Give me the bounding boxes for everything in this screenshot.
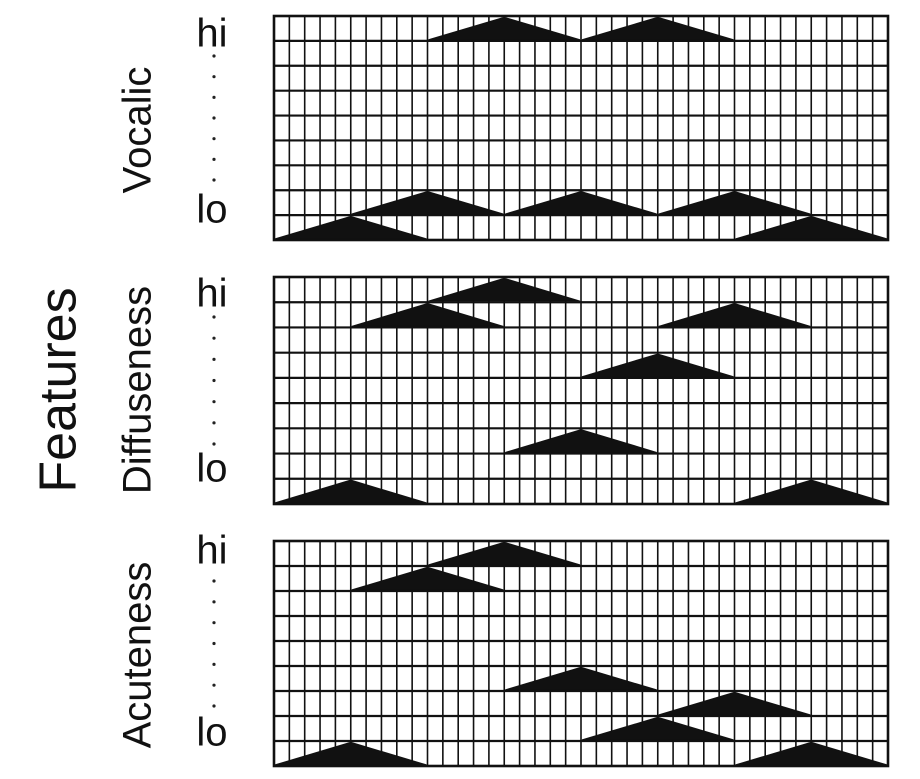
panel-acuteness-grid <box>272 539 890 768</box>
panel-acuteness-lo-tick: lo <box>196 711 227 755</box>
panel-acuteness-dots <box>212 579 216 708</box>
ellipsis-dot <box>212 704 216 708</box>
panel-acuteness-hi-tick: hi <box>196 529 227 573</box>
panel-diffuseness: Diffuseness hi lo <box>116 272 890 506</box>
ellipsis-dot <box>212 662 216 666</box>
ellipsis-dot <box>212 116 216 120</box>
panel-vocalic-triangles <box>274 16 888 240</box>
panel-vocalic-lo-tick: lo <box>196 188 227 232</box>
feature-triangle <box>274 741 427 766</box>
ellipsis-dot <box>212 378 216 383</box>
feature-triangle <box>581 716 734 741</box>
panel-diffuseness-hi-tick: hi <box>196 272 227 316</box>
feature-triangle <box>505 191 657 215</box>
ellipsis-dot <box>212 315 216 319</box>
ellipsis-dot <box>212 75 216 79</box>
feature-triangle <box>581 353 734 378</box>
feature-triangle <box>351 191 504 215</box>
ellipsis-dot <box>212 641 216 646</box>
ellipsis-dot <box>212 178 216 182</box>
panel-diffuseness-dots <box>212 315 216 446</box>
ellipsis-dot <box>212 579 216 583</box>
figure-title: Features <box>30 287 88 492</box>
panel-diffuseness-triangles <box>274 277 888 504</box>
panel-diffuseness-grid <box>272 275 890 506</box>
feature-triangle <box>428 277 581 302</box>
ellipsis-dot <box>212 54 216 58</box>
feature-triangle <box>274 479 427 504</box>
panel-acuteness: Acuteness hi lo <box>116 529 890 768</box>
ellipsis-dot <box>212 336 216 340</box>
ellipsis-dot <box>212 621 216 625</box>
ellipsis-dot <box>212 95 216 99</box>
panel-vocalic: Vocalic hi lo <box>116 12 890 242</box>
feature-triangle <box>351 566 504 591</box>
ellipsis-dot <box>212 600 216 604</box>
feature-triangle <box>428 16 581 41</box>
panel-acuteness-triangles <box>274 541 888 766</box>
ellipsis-dot <box>212 400 216 404</box>
panel-vocalic-hi-tick: hi <box>196 12 227 56</box>
feature-triangle <box>351 303 504 327</box>
panel-acuteness-label: Acuteness <box>116 562 160 749</box>
feature-triangle <box>658 303 811 327</box>
panel-vocalic-label: Vocalic <box>116 67 160 194</box>
panel-diffuseness-lo-tick: lo <box>196 447 227 491</box>
feature-triangle <box>505 429 657 453</box>
ellipsis-dot <box>212 421 216 425</box>
feature-triangle <box>658 691 811 716</box>
ellipsis-dot <box>212 683 216 687</box>
panel-diffuseness-label: Diffuseness <box>116 286 160 494</box>
feature-triangle <box>735 741 888 766</box>
feature-triangle <box>735 479 888 504</box>
ellipsis-dot <box>212 157 216 161</box>
feature-triangle <box>428 541 581 566</box>
ellipsis-dot <box>212 357 216 361</box>
ellipsis-dot <box>212 442 216 446</box>
feature-triangle <box>274 215 427 240</box>
feature-triangle <box>505 666 657 691</box>
feature-triangle <box>735 215 888 240</box>
ellipsis-dot <box>212 137 216 141</box>
feature-triangle <box>581 16 734 41</box>
feature-triangle <box>658 191 811 215</box>
panel-vocalic-dots <box>212 54 216 182</box>
